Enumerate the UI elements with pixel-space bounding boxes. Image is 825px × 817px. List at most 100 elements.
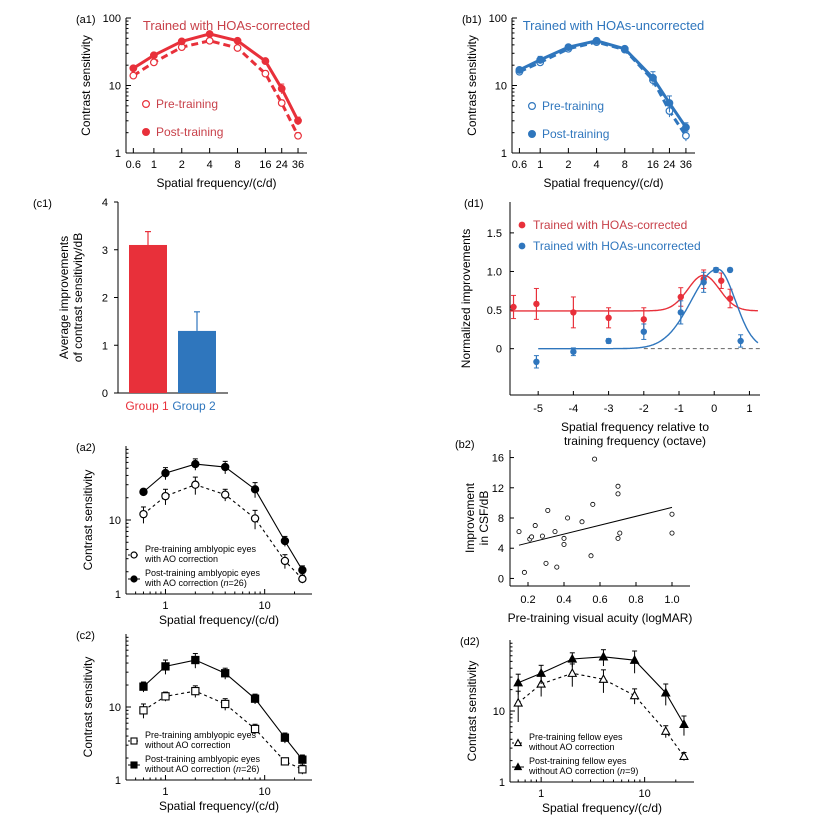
x-tick-label: 4 bbox=[207, 159, 213, 171]
y-axis-label: Contrast sensitivity bbox=[465, 661, 479, 762]
data-point bbox=[294, 131, 302, 140]
series-2 bbox=[513, 649, 689, 736]
data-point bbox=[294, 116, 302, 125]
data-point bbox=[261, 69, 270, 78]
data-point bbox=[620, 44, 629, 53]
data-point bbox=[298, 755, 307, 764]
y-axis-label: Average improvements bbox=[57, 236, 71, 359]
data-point bbox=[669, 511, 675, 517]
data-point bbox=[649, 73, 657, 82]
legend-label: Pre-training amblyopic eyes bbox=[145, 730, 257, 740]
data-point bbox=[640, 316, 648, 323]
x-tick-label: 0 bbox=[711, 403, 717, 415]
panel-label: (b2) bbox=[455, 439, 475, 451]
data-point bbox=[149, 51, 158, 60]
legend: Trained with HOAs-corrected Trained with … bbox=[518, 218, 701, 253]
x-tick-label: -3 bbox=[604, 403, 614, 415]
data-point bbox=[298, 565, 307, 575]
data-point bbox=[660, 725, 671, 735]
y-tick-label: 1.0 bbox=[487, 266, 502, 278]
data-point bbox=[250, 694, 260, 703]
panel-label: (d2) bbox=[460, 636, 480, 648]
data-point bbox=[177, 37, 186, 46]
y-tick-label: 1 bbox=[499, 777, 505, 789]
data-point bbox=[261, 57, 270, 65]
x-tick-label: 1 bbox=[162, 786, 168, 798]
data-point bbox=[726, 266, 734, 274]
chart-title: Trained with HOAs-corrected bbox=[143, 18, 310, 33]
fit-line bbox=[518, 506, 673, 546]
legend-marker bbox=[518, 242, 526, 250]
panel-label: (b1) bbox=[462, 14, 482, 26]
x-axis-label: Spatial frequency/(c/d) bbox=[156, 176, 276, 190]
x-tick-label: 0.6 bbox=[512, 159, 527, 171]
legend-label: without AO correction (n=9) bbox=[528, 766, 638, 776]
data-point bbox=[737, 337, 744, 345]
data-point bbox=[521, 569, 527, 575]
data-point bbox=[277, 99, 286, 107]
y-axis-label: of contrast sensitivity/dB bbox=[71, 233, 85, 362]
x-tick-label: 24 bbox=[663, 159, 675, 171]
x-tick-label: -2 bbox=[639, 403, 649, 415]
data-point bbox=[280, 536, 290, 546]
data-point bbox=[605, 337, 612, 345]
data-point bbox=[220, 490, 230, 499]
series-2 bbox=[139, 653, 307, 766]
data-point bbox=[598, 651, 609, 661]
data-point bbox=[161, 491, 170, 501]
data-point bbox=[233, 44, 242, 52]
legend-label: Post-training amblyopic eyes bbox=[145, 754, 261, 764]
legend-label: Trained with HOAs-uncorrected bbox=[533, 239, 701, 253]
legend-label: Pre-training bbox=[542, 99, 604, 113]
x-tick-label: 1 bbox=[538, 788, 544, 800]
data-point bbox=[298, 574, 307, 584]
series-2 bbox=[533, 266, 759, 369]
legend-label: without AO correction bbox=[144, 740, 231, 750]
data-point bbox=[129, 71, 138, 80]
x-tick-label: -5 bbox=[533, 403, 543, 415]
y-axis-label: Contrast sensitivity bbox=[81, 657, 95, 758]
data-point bbox=[592, 36, 601, 45]
data-point bbox=[629, 654, 640, 664]
x-tick-label: 0.8 bbox=[628, 594, 643, 606]
y-tick-label: 100 bbox=[489, 13, 507, 25]
data-point bbox=[567, 667, 578, 677]
fit-curve bbox=[538, 268, 759, 350]
y-tick-label: 4 bbox=[498, 543, 504, 555]
x-tick-label: 8 bbox=[234, 159, 240, 171]
x-tick-label: 2 bbox=[565, 159, 571, 171]
y-tick-label: 8 bbox=[498, 513, 504, 525]
x-axis-label: Spatial frequency relative to bbox=[561, 420, 709, 434]
data-point bbox=[561, 541, 567, 547]
data-point bbox=[677, 309, 684, 316]
legend-marker bbox=[142, 99, 151, 108]
legend-marker bbox=[130, 761, 138, 769]
data-point bbox=[565, 515, 571, 521]
data-point bbox=[161, 692, 170, 701]
data-point bbox=[543, 560, 549, 566]
legend-marker bbox=[130, 737, 138, 745]
x-tick-label: 1 bbox=[151, 159, 157, 171]
data-point bbox=[298, 765, 307, 774]
legend-label: Post-training fellow eyes bbox=[529, 756, 627, 766]
x-tick-label: 10 bbox=[259, 786, 271, 798]
x-tick-label: -4 bbox=[568, 403, 578, 415]
x-tick-label: 0.4 bbox=[556, 594, 571, 606]
x-axis-label: Pre-training visual acuity (logMAR) bbox=[508, 611, 693, 625]
series-2 bbox=[139, 458, 307, 576]
y-tick-label: 12 bbox=[492, 483, 504, 495]
y-tick-label: 2 bbox=[102, 293, 108, 305]
y-tick-label: 0 bbox=[496, 344, 502, 356]
category-label: Group 2 bbox=[172, 399, 216, 413]
legend-label: without AO correction (n=26) bbox=[144, 764, 259, 774]
data-point bbox=[570, 309, 577, 316]
series-line bbox=[517, 656, 685, 725]
panel-label: (c2) bbox=[76, 630, 95, 642]
legend-marker bbox=[527, 130, 536, 139]
x-axis-label: Spatial frequency/(c/d) bbox=[543, 176, 663, 190]
data-point bbox=[205, 30, 214, 38]
data-point bbox=[554, 564, 560, 570]
x-tick-label: -1 bbox=[674, 403, 684, 415]
data-point bbox=[191, 686, 200, 696]
